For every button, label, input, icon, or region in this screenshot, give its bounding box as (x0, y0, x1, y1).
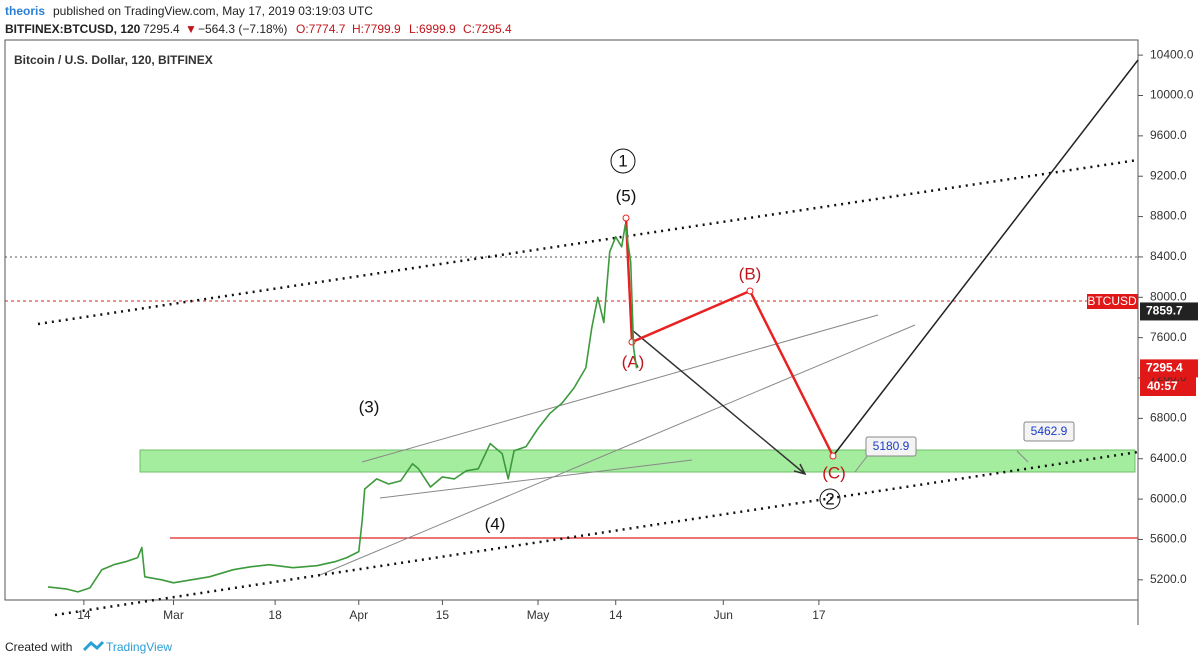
symbol-tag (1087, 294, 1138, 309)
pivot (829, 452, 837, 460)
price-label-box (1140, 359, 1198, 378)
countdown-tag (1140, 377, 1196, 396)
author[interactable]: theoris (5, 4, 45, 18)
y-tick-label: 5600.0 (1150, 532, 1187, 546)
callout-line (854, 454, 869, 473)
arrow: ▼ (185, 22, 197, 36)
x-tick-label: Mar (163, 608, 184, 622)
trend-line (361, 314, 879, 463)
y-tick-label: 8000.0 (1150, 289, 1187, 303)
price-callout-text: 5180.9 (873, 439, 910, 453)
channel-bottom (54, 450, 1139, 617)
y-tick-label: 8400.0 (1150, 249, 1187, 263)
x-tick-label: Apr (349, 608, 368, 622)
x-tick-label: May (527, 608, 550, 622)
low: L:6999.9 (409, 22, 456, 36)
y-tick-label: 10000.0 (1150, 88, 1194, 102)
y-tick-label: 6800.0 (1150, 411, 1187, 425)
x-tick-label: 15 (436, 608, 450, 622)
price-line (47, 223, 638, 593)
y-tick-label: 10400.0 (1150, 47, 1194, 61)
trend-line (319, 324, 916, 576)
callout-line (1016, 450, 1029, 463)
y-tick-label: 8800.0 (1150, 209, 1187, 223)
price-label: 7295.4 (1146, 361, 1183, 375)
y-tick-label: 6000.0 (1150, 491, 1187, 505)
footer-created: Created with (5, 640, 72, 654)
symbol: BITFINEX:BTCUSD, 120 (5, 22, 141, 36)
pivot (746, 287, 754, 295)
wave-label: 2 (825, 489, 834, 508)
wave-circle (819, 488, 841, 510)
wave-label: 1 (618, 151, 627, 170)
published: published on TradingView.com, May 17, 20… (53, 4, 373, 18)
wave-label: (5) (616, 186, 637, 205)
pivot (622, 214, 630, 222)
y-tick-label: 5200.0 (1150, 572, 1187, 586)
x-tick-label: 18 (268, 608, 282, 622)
y-tick-label: 9200.0 (1150, 168, 1187, 182)
footer-brand[interactable]: TradingView (106, 640, 172, 654)
x-tick-label: Jun (714, 608, 733, 622)
wave-label: (C) (822, 463, 846, 482)
abc-correction (624, 217, 835, 457)
x-tick-label: 14 (609, 608, 623, 622)
support-zone (139, 449, 1136, 473)
price-callout (865, 436, 917, 457)
wave-label: (B) (739, 264, 762, 283)
countdown: 40:57 (1147, 379, 1178, 393)
trend-line (379, 459, 693, 499)
open: O:7774.7 (296, 22, 346, 36)
close: C:7295.4 (463, 22, 512, 36)
symbol-tag-text: BTCUSD (1087, 294, 1137, 308)
high: H:7799.9 (352, 22, 401, 36)
projection-line (832, 59, 1139, 457)
price-callout (1023, 421, 1075, 442)
wave-label: (A) (622, 352, 645, 371)
y-tick-label: 9600.0 (1150, 128, 1187, 142)
price-callout-text: 5462.9 (1031, 424, 1068, 438)
price-label: 7859.7 (1146, 304, 1183, 318)
wave-circle (610, 148, 636, 174)
projection-arrow (631, 329, 806, 475)
logo (82, 640, 105, 652)
last: 7295.4 (143, 22, 180, 36)
x-tick-label: 14 (77, 608, 91, 622)
change: −564.3 (−7.18%) (198, 22, 287, 36)
y-tick-label: 6400.0 (1150, 451, 1187, 465)
chart-title: Bitcoin / U.S. Dollar, 120, BITFINEX (14, 53, 213, 67)
price-label-box (1140, 302, 1198, 321)
x-tick-label: 17 (812, 608, 826, 622)
arrow-head (793, 463, 807, 476)
y-tick-label: 7600.0 (1150, 330, 1187, 344)
wave-label: (3) (359, 397, 380, 416)
wave-label: (4) (485, 514, 506, 533)
